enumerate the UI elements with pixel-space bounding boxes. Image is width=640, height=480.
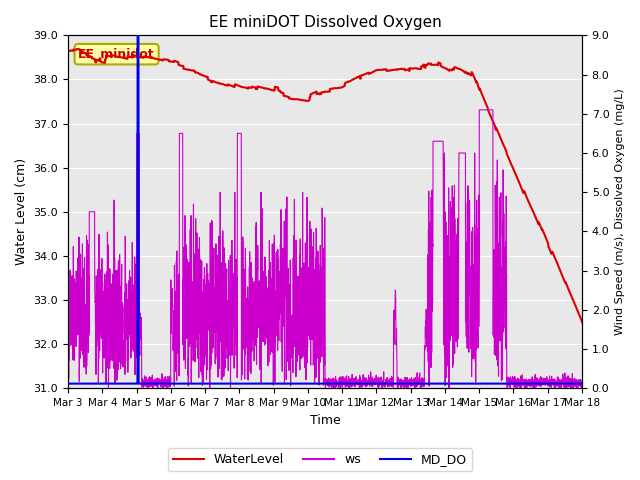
- Title: EE miniDOT Dissolved Oxygen: EE miniDOT Dissolved Oxygen: [209, 15, 442, 30]
- Y-axis label: Water Level (cm): Water Level (cm): [15, 158, 28, 265]
- Legend: WaterLevel, ws, MD_DO: WaterLevel, ws, MD_DO: [168, 448, 472, 471]
- Y-axis label: Wind Speed (m/s), Dissolved Oxygen (mg/L): Wind Speed (m/s), Dissolved Oxygen (mg/L…: [615, 88, 625, 335]
- X-axis label: Time: Time: [310, 414, 340, 427]
- Text: EE_minidot: EE_minidot: [78, 48, 155, 60]
